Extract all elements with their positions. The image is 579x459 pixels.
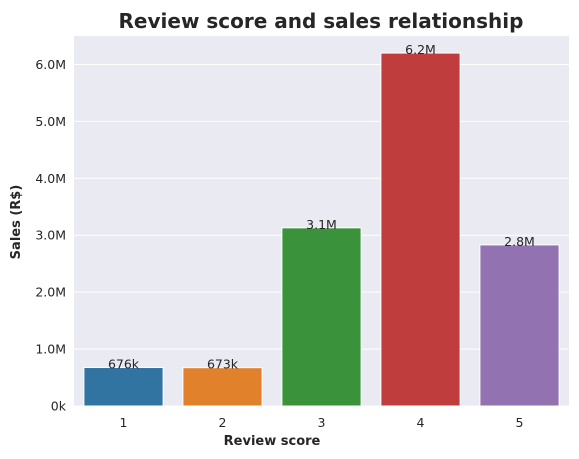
x-tick-label: 2 [219, 415, 227, 430]
bar-score-4 [380, 52, 461, 407]
bars [83, 52, 560, 407]
bar-score-2 [182, 367, 263, 407]
y-tick-label: 4.0M [35, 171, 66, 186]
x-tick-label: 5 [516, 415, 524, 430]
x-tick-label: 1 [120, 415, 128, 430]
data-label-score-4: 6.2M [405, 42, 436, 57]
data-label-score-5: 2.8M [504, 234, 535, 249]
y-tick-label: 6.0M [35, 57, 66, 72]
x-tick-label: 3 [318, 415, 326, 430]
x-tick-label: 4 [417, 415, 425, 430]
y-tick-label: 3.0M [35, 228, 66, 243]
bar-score-1 [83, 367, 164, 407]
bar-score-5 [479, 244, 560, 407]
data-label-score-2: 673k [207, 357, 239, 372]
x-axis-ticks: 1 2 3 4 5 [120, 415, 524, 430]
data-label-score-1: 676k [108, 357, 140, 372]
y-tick-label: 5.0M [35, 114, 66, 129]
y-axis-label: Sales (R$) [9, 185, 24, 260]
y-tick-label: 1.0M [35, 342, 66, 357]
y-tick-label: 2.0M [35, 285, 66, 300]
y-tick-label: 0k [51, 399, 67, 414]
data-labels: 676k 673k 3.1M 6.2M 2.8M [108, 42, 535, 372]
bar-score-3 [281, 227, 362, 407]
chart-title: Review score and sales relationship [119, 9, 524, 33]
data-label-score-3: 3.1M [306, 217, 337, 232]
x-axis-label: Review score [224, 434, 321, 449]
y-axis-ticks: 0k 1.0M 2.0M 3.0M 4.0M 5.0M 6.0M [35, 57, 66, 414]
